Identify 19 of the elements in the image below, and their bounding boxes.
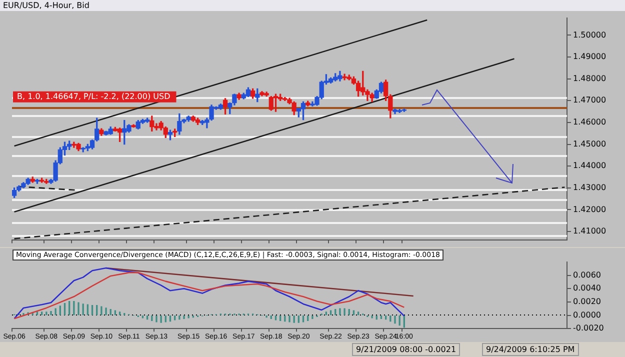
ref-line-label: B, 1.0, 1.46647, P/L: -2.2, (22.00) USD (17, 92, 170, 101)
y-tick-label: 0.0040 (573, 284, 601, 293)
y-tick-label: 1.44000 (573, 161, 606, 170)
y-tick-label: 1.45000 (573, 139, 606, 148)
y-tick-label: 1.48000 (573, 74, 606, 83)
text: 9/24/2009 6:10:25 PM (482, 343, 579, 356)
y-tick-label: -0.0020 (573, 324, 604, 333)
y-tick-label: 0.0060 (573, 270, 601, 280)
y-tick-label: 1.47000 (573, 96, 606, 105)
text: 9/21/2009 08:00 -0.0021 (352, 343, 460, 356)
y-tick-label: 1.49000 (573, 52, 606, 62)
y-tick-label: 1.41000 (573, 226, 606, 236)
chart-title: EUR/USD, 4-Hour, Bid (0, 0, 625, 11)
y-tick-label: 1.42000 (573, 204, 606, 214)
y-tick-label: 1.50000 (573, 30, 606, 40)
y-tick-label: 0.0020 (573, 297, 601, 306)
y-tick-label: 1.46000 (573, 118, 606, 127)
y-tick-label: 0.0000 (573, 310, 601, 320)
y-tick-label: 1.43000 (573, 182, 606, 192)
